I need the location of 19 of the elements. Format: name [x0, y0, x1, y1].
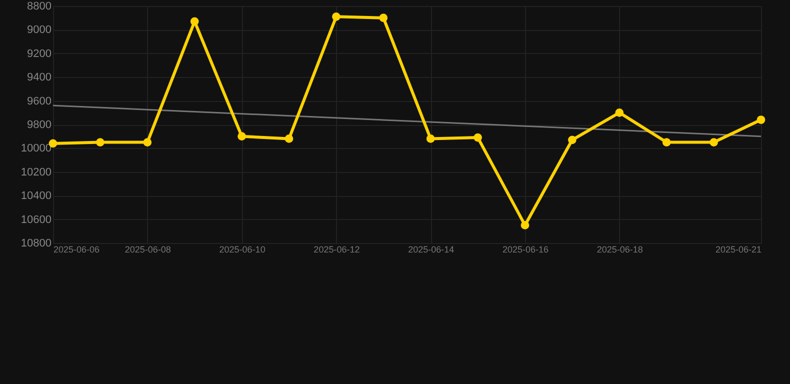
- x-tick-label: 2025-06-10: [219, 244, 266, 254]
- y-tick-label: 9200: [27, 48, 52, 60]
- y-tick-label: 10200: [20, 166, 52, 178]
- y-tick-label: 10000: [20, 142, 52, 155]
- y-tick-label: 10600: [20, 214, 52, 226]
- x-tick-label: 2025-06-12: [314, 244, 360, 254]
- y-tick-label: 9600: [27, 95, 52, 108]
- y-tick-label: 10400: [20, 190, 52, 202]
- y-tick-label: 8800: [27, 0, 52, 12]
- y-tick-label: 10800: [20, 238, 52, 250]
- x-tick-label: 2025-06-21: [715, 244, 762, 254]
- y-tick-label: 9800: [27, 119, 52, 131]
- y-tick-label: 9400: [27, 72, 52, 84]
- x-tick-label: 2025-06-18: [596, 244, 643, 254]
- x-tick-label: 2025-06-06: [54, 244, 100, 254]
- x-tick-label: 2025-06-14: [408, 244, 454, 254]
- y-tick-label: 9000: [27, 24, 52, 36]
- x-tick-label: 2025-06-08: [124, 244, 171, 254]
- x-tick-label: 2025-06-16: [502, 244, 549, 254]
